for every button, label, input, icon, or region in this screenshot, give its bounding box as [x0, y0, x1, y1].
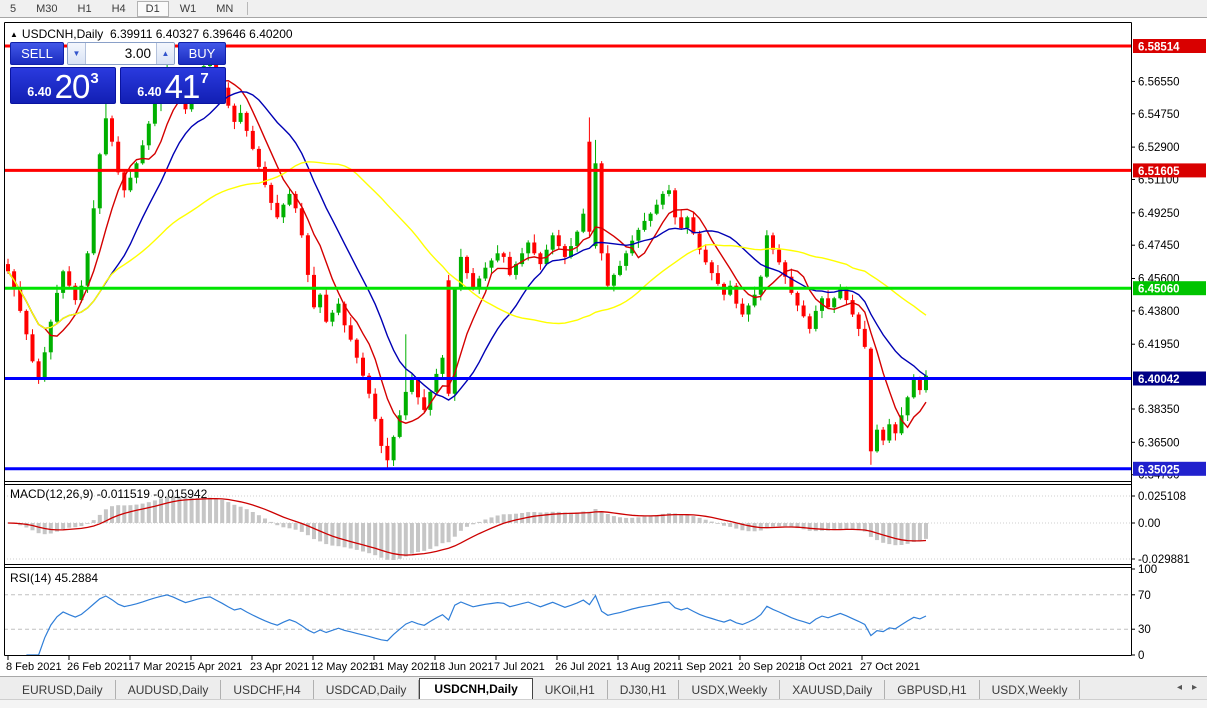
timeframe-button-5[interactable]: 5 — [10, 2, 17, 15]
chart-tab-usdx-weekly[interactable]: USDX,Weekly — [679, 680, 781, 699]
svg-text:6.38350: 6.38350 — [1138, 404, 1180, 416]
svg-text:6.51605: 6.51605 — [1138, 166, 1180, 178]
buy-price-display[interactable]: 6.40 41 7 — [120, 67, 226, 104]
timeframe-button-h1[interactable]: H1 — [77, 2, 92, 15]
svg-text:8 Feb 2021: 8 Feb 2021 — [6, 661, 62, 673]
collapse-triangle-icon[interactable]: ▲ — [10, 30, 18, 39]
svg-text:17 Mar 2021: 17 Mar 2021 — [128, 661, 190, 673]
candlesticks-layer — [6, 46, 928, 469]
chart-tab-gbpusd-h1[interactable]: GBPUSD,H1 — [885, 680, 980, 699]
svg-text:26 Feb 2021: 26 Feb 2021 — [67, 661, 129, 673]
svg-text:6.47450: 6.47450 — [1138, 240, 1180, 252]
svg-text:6.43800: 6.43800 — [1138, 306, 1180, 318]
svg-text:13 Aug 2021: 13 Aug 2021 — [616, 661, 678, 673]
timeframe-toolbar: 5 M30 H1 H4 D1 W1 MN — [0, 0, 1207, 18]
macd-histogram — [18, 495, 928, 560]
chart-tab-audusd-daily[interactable]: AUDUSD,Daily — [116, 680, 222, 699]
panel-frame — [4, 22, 1132, 656]
svg-text:20 Sep 2021: 20 Sep 2021 — [738, 661, 800, 673]
svg-text:70: 70 — [1138, 590, 1151, 602]
svg-text:100: 100 — [1138, 564, 1157, 576]
macd-signal-line — [7, 497, 927, 556]
ma-fast-line — [7, 79, 927, 429]
svg-text:1 Sep 2021: 1 Sep 2021 — [677, 661, 733, 673]
svg-text:12 May 2021: 12 May 2021 — [311, 661, 375, 673]
chart-symbol-label: USDCNH,Daily — [21, 27, 104, 41]
tabbar-strip — [0, 699, 1207, 708]
chart-tabs: EURUSD,Daily AUDUSD,Daily USDCHF,H4 USDCAD,… — [0, 677, 1207, 699]
chart-tab-usdx-weekly[interactable]: USDX,Weekly — [980, 680, 1081, 699]
buy-price-big-digits: 41 — [164, 67, 201, 105]
svg-text:6.35025: 6.35025 — [1138, 464, 1180, 476]
date-axis[interactable]: 8 Feb 2021 26 Feb 2021 17 Mar 2021 5 Apr 20… — [6, 656, 920, 673]
ma-slow-line — [7, 161, 927, 330]
sell-price-big-digits: 20 — [54, 67, 91, 105]
svg-text:7 Jul 2021: 7 Jul 2021 — [494, 661, 545, 673]
timeframe-button-mn[interactable]: MN — [216, 2, 234, 15]
timeframe-button-d1[interactable]: D1 — [136, 0, 169, 17]
svg-text:8 Oct 2021: 8 Oct 2021 — [799, 661, 853, 673]
price-scale[interactable]: 6.56550 6.54750 6.52900 6.51100 6.49250 6.474… — [1131, 76, 1190, 662]
price-chart-canvas[interactable]: 6.56550 6.54750 6.52900 6.51100 6.49250 6.474… — [0, 18, 1207, 676]
volume-increase-button[interactable]: ▲ — [156, 43, 174, 64]
svg-text:6.40042: 6.40042 — [1138, 374, 1180, 386]
svg-text:6.51100: 6.51100 — [1138, 175, 1179, 187]
svg-text:26 Jul 2021: 26 Jul 2021 — [555, 661, 612, 673]
ma-medium-line — [7, 90, 927, 401]
svg-text:6.54750: 6.54750 — [1138, 109, 1180, 121]
rsi-line — [26, 594, 927, 656]
svg-text:30: 30 — [1138, 624, 1151, 636]
chart-tab-ukoil-h1[interactable]: UKOil,H1 — [533, 680, 608, 699]
tab-scroll-left-icon[interactable]: ◂ — [1176, 682, 1182, 693]
sell-price-pip-digit: 3 — [90, 70, 99, 87]
chart-tab-eurusd-daily[interactable]: EURUSD,Daily — [10, 680, 116, 699]
svg-text:-0.029881: -0.029881 — [1138, 554, 1190, 566]
svg-text:6.58514: 6.58514 — [1138, 42, 1180, 54]
svg-text:6.56550: 6.56550 — [1138, 76, 1180, 88]
svg-text:6.45060: 6.45060 — [1138, 284, 1180, 296]
buy-price-pip-digit: 7 — [200, 70, 209, 87]
volume-value[interactable]: 3.00 — [124, 46, 151, 61]
tab-scroll-right-icon[interactable]: ▸ — [1191, 682, 1197, 693]
svg-text:6.41950: 6.41950 — [1138, 339, 1180, 351]
timeframe-button-w1[interactable]: W1 — [179, 2, 197, 15]
one-click-trading-panel: SELL ▼ 3.00 ▲ BUY 6.40 20 3 6.40 41 7 — [10, 42, 226, 104]
svg-text:6.49250: 6.49250 — [1138, 208, 1180, 220]
chart-tab-xauusd-daily[interactable]: XAUUSD,Daily — [780, 680, 886, 699]
svg-text:31 May 2021: 31 May 2021 — [372, 661, 436, 673]
chart-title: ▲ USDCNH,Daily 6.39911 6.40327 6.39646 6.… — [10, 27, 293, 41]
svg-text:0.00: 0.00 — [1138, 518, 1160, 530]
timeframe-button-m30[interactable]: M30 — [36, 2, 58, 15]
svg-text:27 Oct 2021: 27 Oct 2021 — [860, 661, 920, 673]
toolbar-separator — [247, 2, 249, 15]
svg-text:23 Apr 2021: 23 Apr 2021 — [250, 661, 309, 673]
chart-window: 6.56550 6.54750 6.52900 6.51100 6.49250 6.474… — [0, 18, 1207, 676]
volume-spinner: ▼ 3.00 ▲ — [67, 42, 175, 65]
chart-tab-dj30-h1[interactable]: DJ30,H1 — [608, 680, 680, 699]
tab-scroll-arrows: ◂ ▸ — [1177, 682, 1197, 693]
svg-text:6.52900: 6.52900 — [1138, 142, 1180, 154]
svg-text:5 Apr 2021: 5 Apr 2021 — [189, 661, 242, 673]
rsi-indicator-label: RSI(14) 45.2884 — [10, 571, 99, 585]
sell-price-prefix: 6.40 — [27, 85, 52, 100]
volume-decrease-button[interactable]: ▼ — [68, 43, 86, 64]
buy-price-prefix: 6.40 — [137, 85, 162, 100]
chart-tabbar: EURUSD,Daily AUDUSD,Daily USDCHF,H4 USDCAD,… — [0, 676, 1207, 708]
macd-indicator-label: MACD(12,26,9) -0.011519 -0.015942 — [10, 487, 208, 501]
price-level-badges: 6.58514 6.51605 6.45060 6.40042 6.35025 — [1133, 39, 1206, 476]
chart-tab-usdcad-daily[interactable]: USDCAD,Daily — [314, 680, 420, 699]
chart-ohlc-values: 6.39911 6.40327 6.39646 6.40200 — [109, 27, 293, 41]
sell-button[interactable]: SELL — [10, 42, 64, 65]
buy-button[interactable]: BUY — [178, 42, 226, 65]
timeframe-button-h4[interactable]: H4 — [111, 2, 126, 15]
chart-tab-usdcnh-daily[interactable]: USDCNH,Daily — [419, 678, 533, 699]
sell-price-display[interactable]: 6.40 20 3 — [10, 67, 116, 104]
chart-tab-usdchf-h4[interactable]: USDCHF,H4 — [221, 680, 314, 699]
svg-text:0: 0 — [1138, 650, 1144, 662]
svg-text:0.025108: 0.025108 — [1138, 491, 1186, 503]
svg-text:18 Jun 2021: 18 Jun 2021 — [433, 661, 494, 673]
svg-text:6.36500: 6.36500 — [1138, 437, 1180, 449]
